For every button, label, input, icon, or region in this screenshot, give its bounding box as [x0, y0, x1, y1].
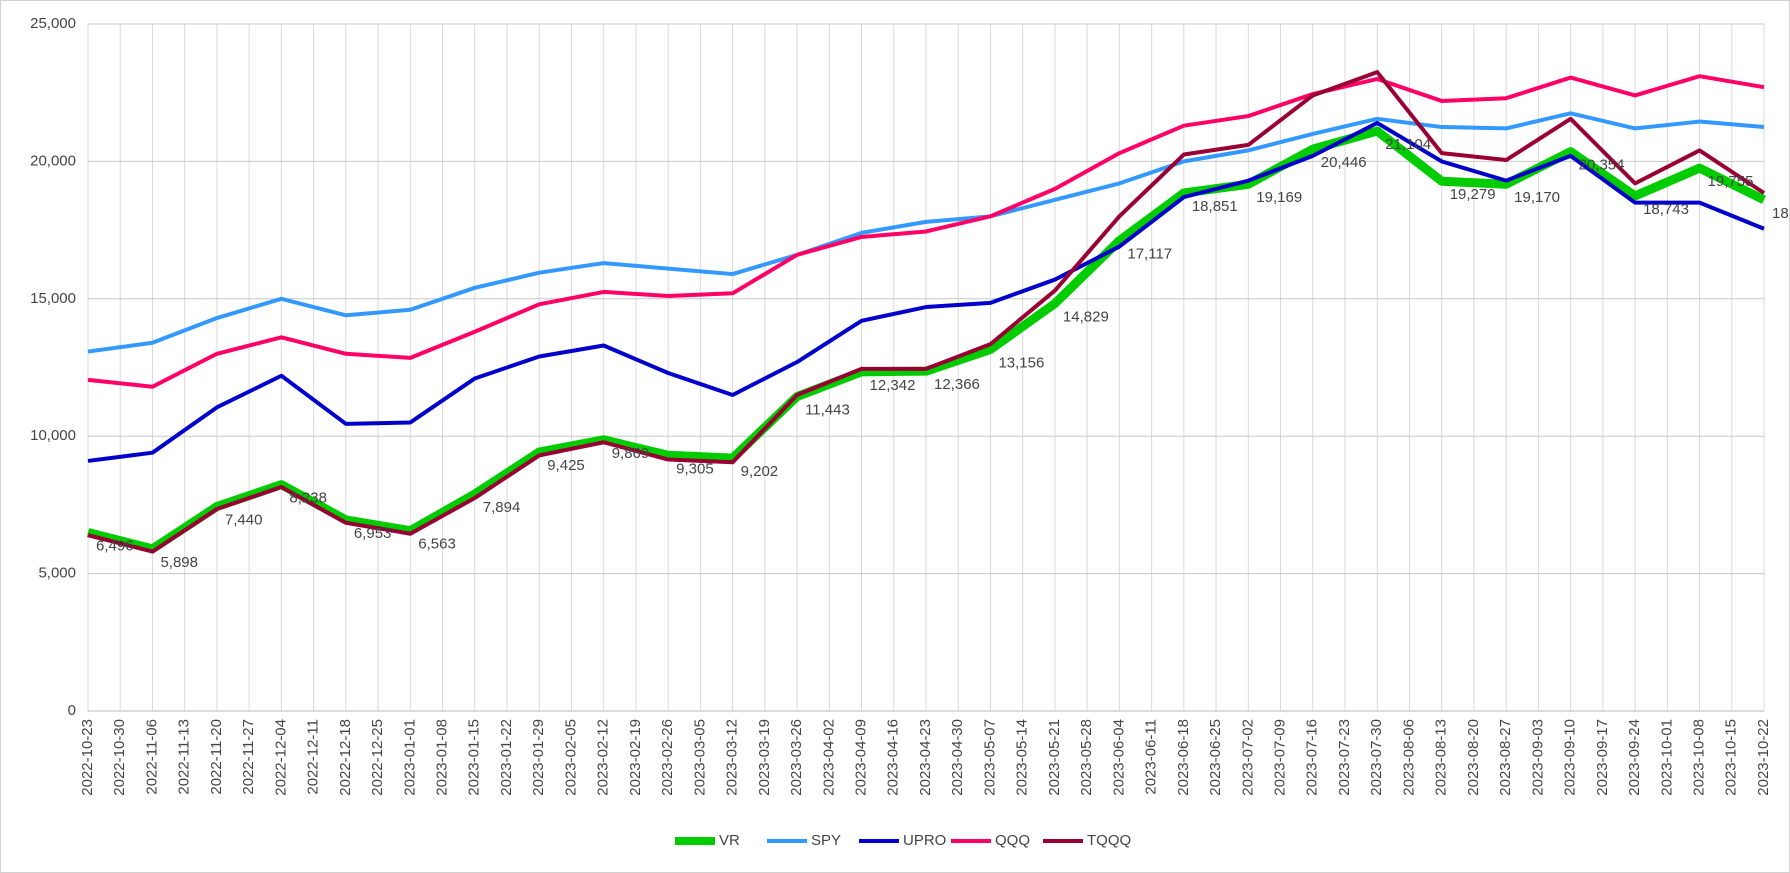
x-tick-label: 2023-09-10: [1562, 719, 1579, 796]
data-label: 18,603: [1772, 205, 1790, 222]
data-label: 21,104: [1385, 136, 1431, 153]
data-label: 9,425: [547, 457, 585, 474]
legend: VR SPY UPRO QQQ TQQQ: [675, 832, 1131, 849]
data-label: 12,342: [870, 377, 916, 394]
data-label: 20,354: [1579, 157, 1625, 174]
x-tick-label: 2023-02-05: [562, 719, 579, 796]
x-tick-label: 2023-03-12: [724, 719, 741, 796]
data-label: 9,305: [676, 460, 714, 477]
data-label: 14,829: [1063, 308, 1109, 325]
x-tick-label: 2023-01-29: [530, 719, 547, 796]
x-tick-label: 2023-09-17: [1594, 719, 1611, 796]
x-tick-label: 2022-11-20: [208, 719, 225, 795]
data-label: 8,238: [289, 490, 327, 507]
line-series: [87, 120, 1765, 463]
data-label: 7,440: [225, 512, 263, 529]
data-label: 19,169: [1256, 189, 1302, 206]
x-tick-label: 2023-01-08: [434, 719, 451, 796]
y-tick-label: 15,000: [30, 290, 76, 307]
x-tick-label: 2022-12-04: [272, 719, 289, 796]
x-tick-label: 2022-12-18: [337, 719, 354, 796]
x-tick-label: 2023-02-26: [659, 719, 676, 796]
data-label: 19,279: [1450, 186, 1496, 203]
x-tick-label: 2023-04-23: [917, 719, 934, 796]
x-tick-label: 2023-10-15: [1723, 719, 1740, 796]
x-tick-label: 2023-08-13: [1433, 719, 1450, 796]
x-tick-label: 2023-08-20: [1465, 719, 1482, 796]
x-tick-label: 2023-04-02: [820, 719, 837, 796]
data-label: 18,743: [1643, 201, 1689, 218]
x-tick-label: 2023-04-30: [949, 719, 966, 796]
x-tick-label: 2022-12-11: [305, 719, 322, 795]
data-label: 17,117: [1127, 246, 1172, 263]
x-tick-label: 2023-07-30: [1368, 719, 1385, 796]
legend-label: TQQQ: [1087, 832, 1131, 849]
x-tick-label: 2023-05-28: [1078, 719, 1095, 796]
x-tick-label: 2023-04-16: [885, 719, 902, 796]
x-tick-label: 2023-01-01: [401, 719, 418, 796]
x-tick-label: 2023-07-23: [1336, 719, 1353, 796]
data-label: 6,563: [418, 536, 456, 553]
x-tick-label: 2023-03-19: [756, 719, 773, 796]
x-tick-label: 2023-07-16: [1304, 719, 1321, 796]
x-tick-label: 2023-07-02: [1239, 719, 1256, 796]
x-tick-label: 2023-01-15: [466, 719, 483, 796]
x-tick-label: 2023-05-14: [1014, 719, 1031, 796]
data-label: 5,898: [160, 554, 198, 571]
x-tick-label: 2023-09-03: [1529, 719, 1546, 796]
legend-label: VR: [719, 832, 740, 849]
data-label: 13,156: [998, 354, 1044, 371]
x-tick-label: 2023-06-18: [1175, 719, 1192, 796]
y-tick-label: 0: [68, 702, 76, 719]
x-tick-label: 2023-03-05: [691, 719, 708, 796]
x-tick-label: 2023-07-09: [1272, 719, 1289, 796]
data-label: 18,851: [1192, 198, 1238, 215]
x-tick-label: 2023-01-22: [498, 719, 515, 796]
data-label: 19,755: [1708, 173, 1754, 190]
x-tick-label: 2023-03-26: [788, 719, 805, 796]
x-tick-label: 2023-05-21: [1046, 719, 1063, 796]
line-series: [87, 111, 1765, 354]
data-label: 11,443: [805, 402, 850, 419]
legend-label: UPRO: [903, 832, 946, 849]
y-tick-label: 10,000: [30, 427, 76, 444]
x-tick-label: 2022-10-23: [79, 719, 96, 796]
data-label: 12,366: [934, 376, 980, 393]
data-label: 20,446: [1321, 154, 1367, 171]
x-tick-label: 2023-08-06: [1400, 719, 1417, 796]
x-tick-label: 2022-12-25: [369, 719, 386, 796]
x-tick-label: 2023-06-25: [1207, 719, 1224, 796]
x-tick-label: 2023-09-24: [1626, 719, 1643, 796]
x-tick-label: 2023-08-27: [1497, 719, 1514, 796]
data-label: 7,894: [483, 499, 521, 516]
line-series: [86, 126, 1766, 554]
data-label: 9,202: [741, 463, 779, 480]
data-label: 6,953: [354, 525, 392, 542]
data-label: 9,869: [612, 445, 650, 462]
y-tick-label: 5,000: [38, 565, 76, 582]
x-tick-label: 2022-11-27: [240, 719, 257, 795]
x-tick-label: 2023-05-07: [981, 719, 998, 796]
data-label: 19,170: [1514, 189, 1560, 206]
legend-label: SPY: [811, 832, 841, 849]
x-tick-label: 2023-10-01: [1658, 719, 1675, 796]
x-tick-label: 2023-10-22: [1755, 719, 1772, 796]
x-tick-label: 2022-11-13: [176, 719, 193, 795]
line-series: [87, 74, 1765, 389]
x-tick-label: 2023-04-09: [853, 719, 870, 796]
line-series: [87, 70, 1766, 554]
x-tick-label: 2022-10-30: [111, 719, 128, 796]
x-tick-label: 2023-06-04: [1110, 719, 1127, 796]
y-tick-label: 20,000: [30, 152, 76, 169]
x-tick-label: 2023-02-19: [627, 719, 644, 796]
x-tick-label: 2023-02-12: [595, 719, 612, 796]
data-label: 6,496: [96, 537, 134, 554]
legend-label: QQQ: [995, 832, 1030, 849]
y-tick-label: 25,000: [30, 15, 76, 32]
x-tick-label: 2023-06-11: [1143, 719, 1160, 795]
x-tick-label: 2023-10-08: [1691, 719, 1708, 796]
x-tick-label: 2022-11-06: [143, 719, 160, 795]
